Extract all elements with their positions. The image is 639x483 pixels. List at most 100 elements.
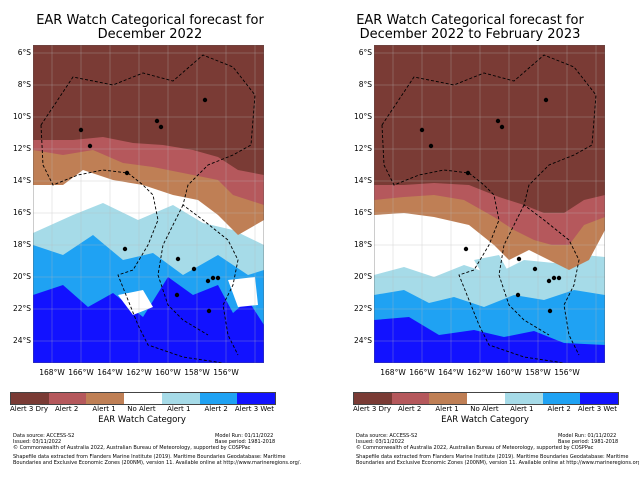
map-title: EAR Watch Categorical forecast for Decem… bbox=[0, 14, 300, 42]
eez-boundary-lines bbox=[381, 54, 597, 363]
legend-label: Alert 3 Dry bbox=[10, 405, 48, 413]
copyright-text: © Commonwealth of Australia 2022, Austra… bbox=[356, 445, 594, 451]
eez-boundary bbox=[40, 124, 224, 363]
lat-tick-label: 24°S bbox=[353, 336, 372, 345]
lat-tick-label: 12°S bbox=[12, 144, 31, 153]
lat-tick-label: 6°S bbox=[17, 48, 31, 57]
title-line-2: December 2022 bbox=[97, 27, 203, 42]
island-marker bbox=[215, 275, 221, 281]
legend-label: Alert 3 Dry bbox=[353, 405, 391, 413]
lat-tick-label: 14°S bbox=[353, 176, 372, 185]
island-marker bbox=[419, 127, 425, 133]
island-marker bbox=[515, 292, 521, 298]
lat-tick-label: 8°S bbox=[17, 80, 31, 89]
island-marker bbox=[465, 170, 471, 176]
lat-tick-label: 16°S bbox=[12, 208, 31, 217]
island-marker bbox=[202, 97, 208, 103]
lon-tick-label: 164°W bbox=[438, 368, 464, 377]
lon-tick-label: 162°W bbox=[126, 368, 152, 377]
lon-tick-label: 164°W bbox=[97, 368, 123, 377]
legend-labels: Alert 3 Dry Alert 2 Alert 1 No Alert Ale… bbox=[10, 405, 274, 415]
legend-label: Alert 1 bbox=[167, 405, 191, 413]
lat-tick-label: 14°S bbox=[12, 176, 31, 185]
island-marker bbox=[205, 278, 211, 284]
lon-tick-label: 168°W bbox=[39, 368, 65, 377]
base-period-text: Base period: 1981-2018 bbox=[215, 439, 276, 445]
wet-alert-3-zone bbox=[33, 277, 264, 363]
wet-alert-3-zone bbox=[374, 317, 605, 363]
legend-swatch-alert-2-dry bbox=[48, 393, 87, 404]
lon-tick-label: 168°W bbox=[380, 368, 406, 377]
legend-colorbar bbox=[353, 392, 619, 405]
legend-title: EAR Watch Category bbox=[98, 415, 186, 425]
island-marker bbox=[547, 308, 553, 314]
map-title: EAR Watch Categorical forecast for Decem… bbox=[320, 14, 620, 42]
legend-swatch-alert-1-dry bbox=[86, 393, 125, 404]
legend-label: Alert 3 Wet bbox=[577, 405, 617, 413]
model-run-text: Model Run: 01/11/2022 bbox=[558, 433, 617, 439]
lat-tick-label: 10°S bbox=[12, 112, 31, 121]
shapefile-credit-line-1: Shapefile data extracted from Flanders M… bbox=[13, 454, 286, 460]
eez-boundary bbox=[381, 54, 597, 356]
no-alert-patch bbox=[228, 277, 258, 307]
island-marker bbox=[210, 275, 216, 281]
island-marker bbox=[463, 246, 469, 252]
eez-boundary bbox=[381, 124, 565, 363]
island-marker bbox=[516, 256, 522, 262]
title-line-2: December 2022 to February 2023 bbox=[359, 27, 581, 42]
legend-labels: Alert 3 Dry Alert 2 Alert 1 No Alert Ale… bbox=[353, 405, 617, 415]
lon-tick-label: 162°W bbox=[467, 368, 493, 377]
island-marker bbox=[78, 127, 84, 133]
legend-label: Alert 2 bbox=[204, 405, 228, 413]
eez-boundary bbox=[498, 204, 550, 336]
legend-swatch-alert-3-wet bbox=[237, 393, 276, 404]
island-marker bbox=[556, 275, 562, 281]
legend-swatch-no-alert bbox=[124, 393, 162, 404]
eez-boundary bbox=[40, 54, 256, 356]
lon-tick-label: 166°W bbox=[409, 368, 435, 377]
island-marker bbox=[206, 308, 212, 314]
lat-tick-label: 24°S bbox=[12, 336, 31, 345]
lat-tick-label: 18°S bbox=[12, 240, 31, 249]
title-line-1: EAR Watch Categorical forecast for bbox=[356, 13, 584, 28]
lat-tick-label: 20°S bbox=[12, 272, 31, 281]
legend-label: Alert 2 bbox=[55, 405, 79, 413]
no-alert-patch bbox=[118, 290, 153, 315]
lat-tick-label: 6°S bbox=[358, 48, 372, 57]
legend-swatch-alert-2-wet bbox=[542, 393, 581, 404]
legend-label: Alert 2 bbox=[547, 405, 571, 413]
island-marker bbox=[124, 170, 130, 176]
legend-swatch-alert-2-wet bbox=[199, 393, 238, 404]
legend-swatch-alert-3-dry bbox=[354, 393, 392, 404]
island-marker bbox=[495, 118, 501, 124]
shapefile-credit-line-2: Boundaries and Exclusive Economic Zones … bbox=[13, 460, 302, 466]
legend-swatch-no-alert bbox=[467, 393, 505, 404]
island-marker bbox=[543, 97, 549, 103]
island-marker bbox=[546, 278, 552, 284]
lon-tick-label: 158°W bbox=[184, 368, 210, 377]
map-grid bbox=[33, 45, 264, 363]
island-marker bbox=[87, 143, 93, 149]
legend-swatch-alert-1-dry bbox=[429, 393, 468, 404]
island-marker bbox=[532, 266, 538, 272]
model-run-text: Model Run: 01/11/2022 bbox=[215, 433, 274, 439]
map-grid bbox=[374, 45, 605, 363]
dry-alert-3-zone bbox=[374, 45, 605, 213]
copyright-text: © Commonwealth of Australia 2022, Austra… bbox=[13, 445, 251, 451]
island-marker bbox=[175, 256, 181, 262]
legend-swatch-alert-1-wet bbox=[504, 393, 543, 404]
lat-tick-label: 12°S bbox=[353, 144, 372, 153]
island-markers bbox=[78, 97, 221, 314]
island-marker bbox=[122, 246, 128, 252]
forecast-panel-december: EAR Watch Categorical forecast for Decem… bbox=[0, 0, 319, 483]
shapefile-credit-line-2: Boundaries and Exclusive Economic Zones … bbox=[356, 460, 639, 466]
island-markers bbox=[419, 97, 562, 314]
island-marker bbox=[499, 124, 505, 130]
eez-boundary bbox=[157, 204, 209, 336]
data-source-text: Data source: ACCESS-S2 bbox=[13, 433, 75, 439]
legend-label: Alert 1 bbox=[510, 405, 534, 413]
lat-tick-label: 20°S bbox=[353, 272, 372, 281]
shapefile-credit-line-1: Shapefile data extracted from Flanders M… bbox=[356, 454, 629, 460]
data-source-text: Data source: ACCESS-S2 bbox=[356, 433, 418, 439]
wet-alert-1-patch bbox=[474, 255, 509, 277]
